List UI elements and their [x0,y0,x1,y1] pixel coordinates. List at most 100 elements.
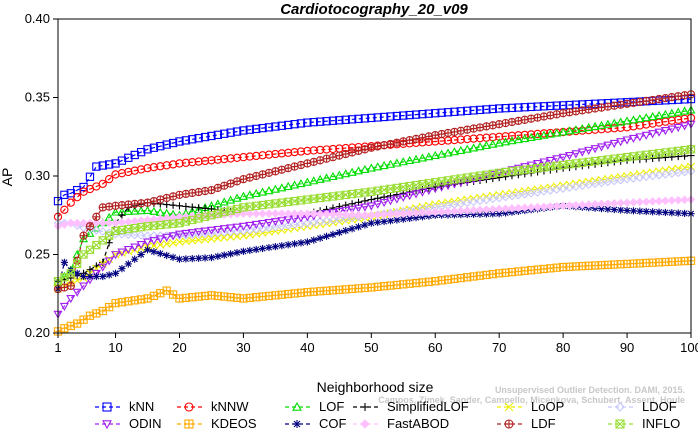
data-point-odin [571,150,581,159]
data-point-lof [622,116,632,125]
data-point-lof [475,142,485,151]
chart-title: Cardiotocography_20_v09 [280,1,468,18]
data-point-fastabod [533,202,542,212]
data-point-knn [92,162,101,171]
data-point-cof [310,236,318,244]
data-point-cof [297,239,305,247]
data-point-fastabod [245,209,255,218]
data-point-fastabod [577,200,587,210]
data-point-cof [642,207,650,216]
data-point-odin [174,230,185,239]
data-point-ldf [405,136,414,145]
data-point-fastabod [162,213,172,223]
data-point-knnw [111,170,120,179]
data-point-ldof [328,215,338,225]
data-point-loop [226,232,235,241]
data-point-fastabod [79,218,88,228]
data-point-lof [309,176,319,185]
data-point-cof [386,217,395,225]
series-line-odin [57,123,692,315]
data-point-fastabod [437,207,446,217]
data-point-knn [552,101,561,110]
data-point-cof [182,255,190,263]
data-point-odin [443,181,453,191]
data-point-knnw [162,161,171,170]
data-point-ldof [334,214,344,224]
data-point-simplifiedlof [201,204,209,212]
data-point-lof [251,188,261,198]
data-point-ldof [315,217,325,226]
data-point-cof [150,248,158,256]
data-point-knnw [507,131,517,140]
data-point-knn [322,117,331,126]
data-point-fastabod [418,208,427,218]
data-point-cof [290,240,299,248]
data-point-knnw [654,118,664,127]
data-point-odin [552,155,562,164]
legend-label-lof: LOF [319,399,344,414]
data-point-fastabod [322,209,331,219]
data-point-simplifiedlof [163,200,171,209]
x-tick-label: 60 [428,340,442,355]
data-point-loop [149,241,158,250]
data-point-knnw [194,157,203,166]
data-point-ldof [232,227,242,236]
data-point-lof [424,152,434,161]
watermark-layer: Unsupervised Outlier Detection. DAMI, 20… [378,385,685,405]
data-point-odin [622,136,632,145]
data-point-lof [366,163,376,172]
data-point-lof [469,143,479,152]
data-point-knn [168,138,178,148]
x-tick-label: 40 [300,340,314,355]
data-point-cof [131,255,139,263]
data-point-odin [603,141,613,150]
data-point-odin [366,202,376,211]
data-point-lof [328,171,338,181]
data-point-fastabod [104,218,114,228]
data-point-knnw [149,163,159,172]
data-point-knnw [181,158,191,167]
data-point-knnw [539,129,549,138]
data-point-fastabod [398,209,408,218]
data-point-knnw [98,179,107,188]
data-point-knn [264,123,274,132]
data-point-lof [616,117,626,126]
data-point-knn [296,119,306,128]
data-point-ldof [98,227,108,236]
data-point-knn [335,116,344,125]
data-point-ldf [92,212,101,221]
data-point-ldof [654,170,664,180]
data-point-fastabod [430,207,440,217]
data-point-odin [398,193,408,202]
data-point-ldof [635,173,645,182]
data-point-loop [105,255,114,264]
data-point-cof [380,217,388,226]
data-point-loop [239,231,248,240]
data-point-odin [117,248,127,257]
data-point-loop [213,234,222,243]
data-point-lof [488,139,498,148]
data-point-loop [175,237,184,246]
data-point-knn [418,109,427,119]
data-point-lof [385,159,396,168]
data-point-ldof [641,172,651,182]
data-point-knn [475,105,485,115]
data-point-knn [220,129,229,138]
data-point-fastabod [168,213,178,222]
data-point-fastabod [411,208,421,218]
series-kdeos [53,256,696,336]
data-point-ldf [392,138,402,147]
data-point-ldf [411,134,421,144]
data-point-ldf [143,198,152,207]
data-point-knn [392,111,402,121]
data-point-ldof [661,170,670,179]
data-point-knn [175,137,184,146]
data-point-knn [316,117,325,126]
data-point-lof [283,181,293,190]
data-point-ldf [79,231,88,240]
data-point-odin [181,229,191,239]
data-point-ldof [283,221,293,230]
data-point-cof [617,206,625,214]
data-point-knnw [226,154,235,163]
